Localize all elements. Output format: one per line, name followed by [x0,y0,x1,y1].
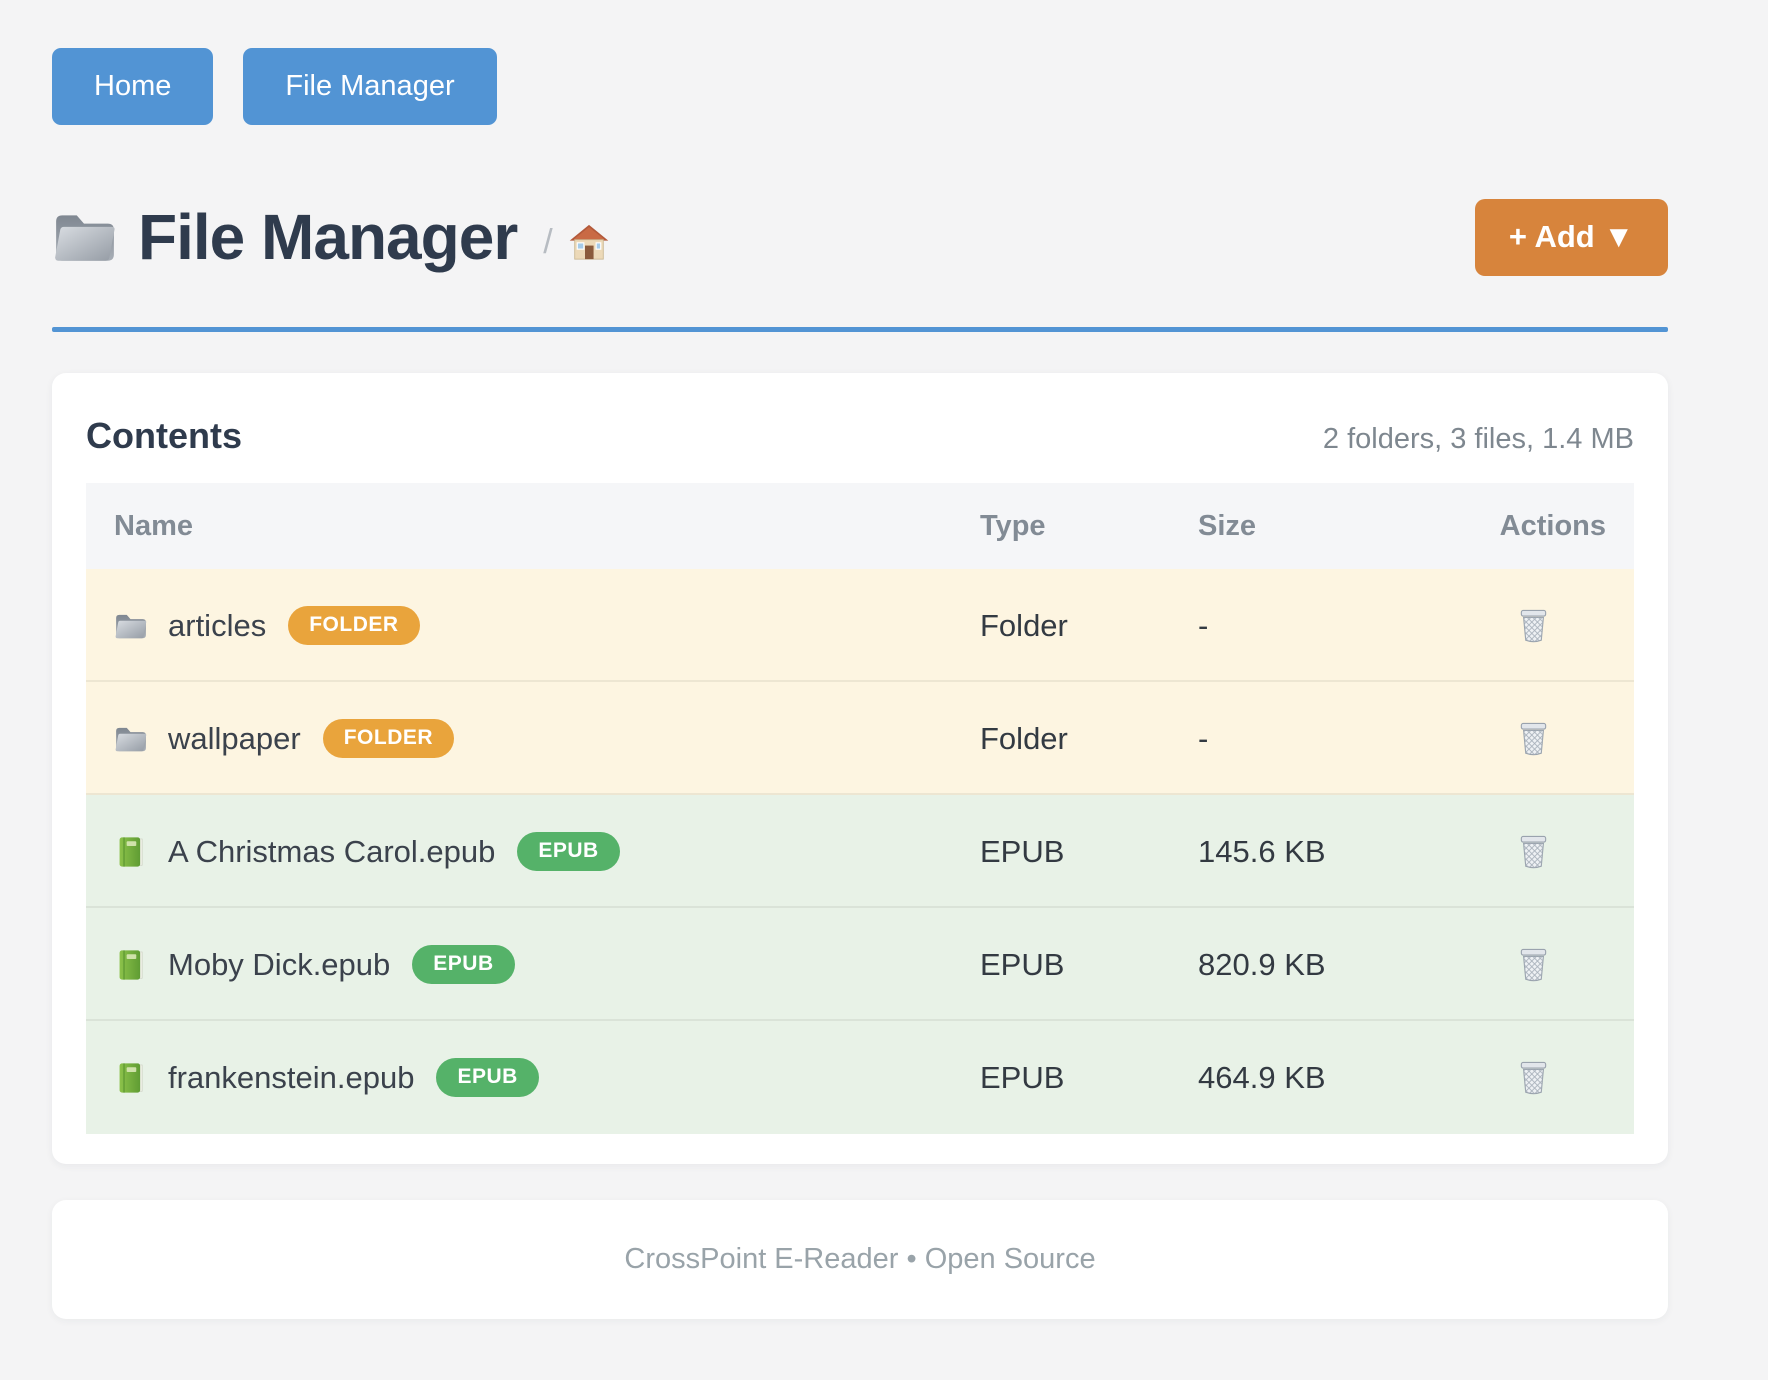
delete-button[interactable] [1517,947,1550,983]
trash-icon [1520,1061,1547,1094]
add-button[interactable]: + Add ▼ [1474,198,1668,276]
type-cell: EPUB [980,1059,1065,1095]
table-row: Moby Dick.epub EPUB EPUB 820.9 KB [86,908,1634,1021]
file-name[interactable]: wallpaper [168,720,301,756]
file-name[interactable]: A Christmas Carol.epub [168,833,496,869]
table-row: A Christmas Carol.epub EPUB EPUB 145.6 K… [86,795,1634,908]
trash-icon [1520,609,1547,642]
table-body: articles FOLDER Folder - [86,569,1634,1134]
trash-icon [1520,948,1547,981]
size-cell: 820.9 KB [1198,946,1326,982]
delete-button[interactable] [1517,721,1550,757]
file-name[interactable]: articles [168,607,267,643]
delete-button[interactable] [1517,1060,1550,1096]
size-cell: - [1198,720,1209,756]
column-header-size: Size [1198,509,1257,542]
header-divider [52,327,1668,332]
type-cell: EPUB [980,946,1065,982]
delete-button[interactable] [1517,608,1550,644]
file-table: Name Type Size Actions [86,483,1634,1134]
folder-icon [114,723,148,755]
page-header: File Manager / + Add ▼ [52,189,1668,285]
type-badge: EPUB [517,832,620,871]
title-group: File Manager / [52,200,609,274]
type-badge: FOLDER [322,719,455,758]
card-title: Contents [86,415,242,456]
table-row: wallpaper FOLDER Folder - [86,682,1634,795]
type-cell: Folder [980,720,1068,756]
name-cell: articles FOLDER [114,606,980,645]
name-cell: frankenstein.epub EPUB [114,1058,980,1097]
delete-button[interactable] [1517,834,1550,870]
actions-cell [1438,1060,1606,1096]
column-header-type: Type [980,509,1046,542]
contents-card: Contents 2 folders, 3 files, 1.4 MB Name… [52,373,1668,1164]
home-icon[interactable] [569,223,609,261]
top-nav: Home File Manager [52,0,1668,125]
actions-cell [1438,834,1606,870]
name-cell: wallpaper FOLDER [114,719,980,758]
trash-icon [1520,722,1547,755]
folder-icon [55,215,115,261]
table-row: articles FOLDER Folder - [86,569,1634,682]
column-header-actions: Actions [1499,509,1606,542]
page-title: File Manager [138,201,518,273]
file-name[interactable]: Moby Dick.epub [168,946,391,982]
size-cell: - [1198,607,1209,643]
actions-cell [1438,947,1606,983]
nav-home-button[interactable]: Home [52,48,214,125]
table-header-row: Name Type Size Actions [86,483,1634,569]
footer-text: CrossPoint E-Reader • Open Source [624,1243,1096,1275]
name-cell: Moby Dick.epub EPUB [114,945,980,984]
card-header: Contents 2 folders, 3 files, 1.4 MB [86,415,1634,457]
actions-cell [1438,721,1606,757]
size-cell: 145.6 KB [1198,833,1326,869]
breadcrumb-separator: / [543,222,553,261]
nav-file-manager-button[interactable]: File Manager [243,48,497,125]
type-cell: EPUB [980,833,1065,869]
folder-icon [114,610,148,642]
type-badge: FOLDER [288,606,420,645]
name-cell: A Christmas Carol.epub EPUB [114,832,980,871]
book-icon [114,949,148,981]
size-cell: 464.9 KB [1198,1059,1326,1095]
type-badge: EPUB [412,945,515,984]
contents-summary: 2 folders, 3 files, 1.4 MB [1322,423,1634,455]
footer-card: CrossPoint E-Reader • Open Source [52,1200,1668,1319]
column-header-name: Name [114,509,193,542]
actions-cell [1438,608,1606,644]
file-name[interactable]: frankenstein.epub [168,1059,415,1095]
trash-icon [1520,835,1547,868]
book-icon [114,1062,148,1094]
type-badge: EPUB [436,1058,539,1097]
book-icon [114,836,148,868]
table-row: frankenstein.epub EPUB EPUB 464.9 KB [86,1021,1634,1134]
type-cell: Folder [980,607,1068,643]
page-container: Home File Manager File Manager / + Add ▼ [52,0,1668,1319]
